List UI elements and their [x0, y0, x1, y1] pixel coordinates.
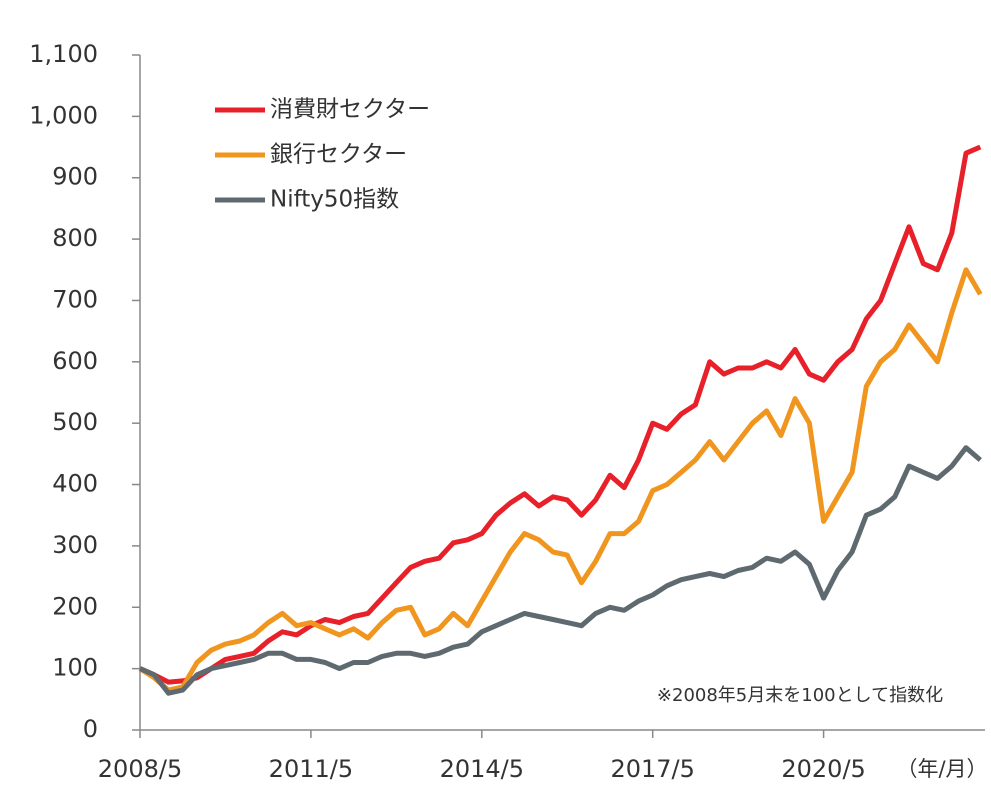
y-tick-label: 600	[52, 347, 98, 375]
annotation: ※2008年5月末を100として指数化	[657, 685, 943, 706]
y-tick-label: 700	[52, 285, 98, 313]
x-tick-label: 2017/5	[610, 755, 694, 783]
y-tick-label: 100	[52, 654, 98, 682]
y-tick-label: 1,100	[29, 40, 98, 68]
x-axis-unit: （年/月）	[896, 757, 987, 781]
x-tick-label: 2014/5	[440, 755, 524, 783]
legend-label: 消費財セクター	[270, 97, 430, 123]
y-tick-label: 200	[52, 592, 98, 620]
series-line	[138, 445, 982, 696]
legend-label: 銀行セクター	[270, 142, 407, 168]
series-line	[138, 144, 982, 685]
series-line	[138, 267, 983, 693]
x-tick-label: 2011/5	[269, 755, 353, 783]
y-tick-label: 300	[52, 531, 98, 559]
y-tick-label: 400	[52, 470, 98, 498]
x-tick-label: 2008/5	[98, 755, 182, 783]
y-tick-label: 500	[52, 408, 98, 436]
y-tick-label: 1,000	[29, 101, 98, 129]
y-tick-label: 900	[52, 163, 98, 191]
x-tick-label: 2020/5	[781, 755, 865, 783]
y-tick-label: 0	[83, 715, 98, 743]
legend-label: Nifty50指数	[270, 187, 399, 213]
y-tick-label: 800	[52, 224, 98, 252]
